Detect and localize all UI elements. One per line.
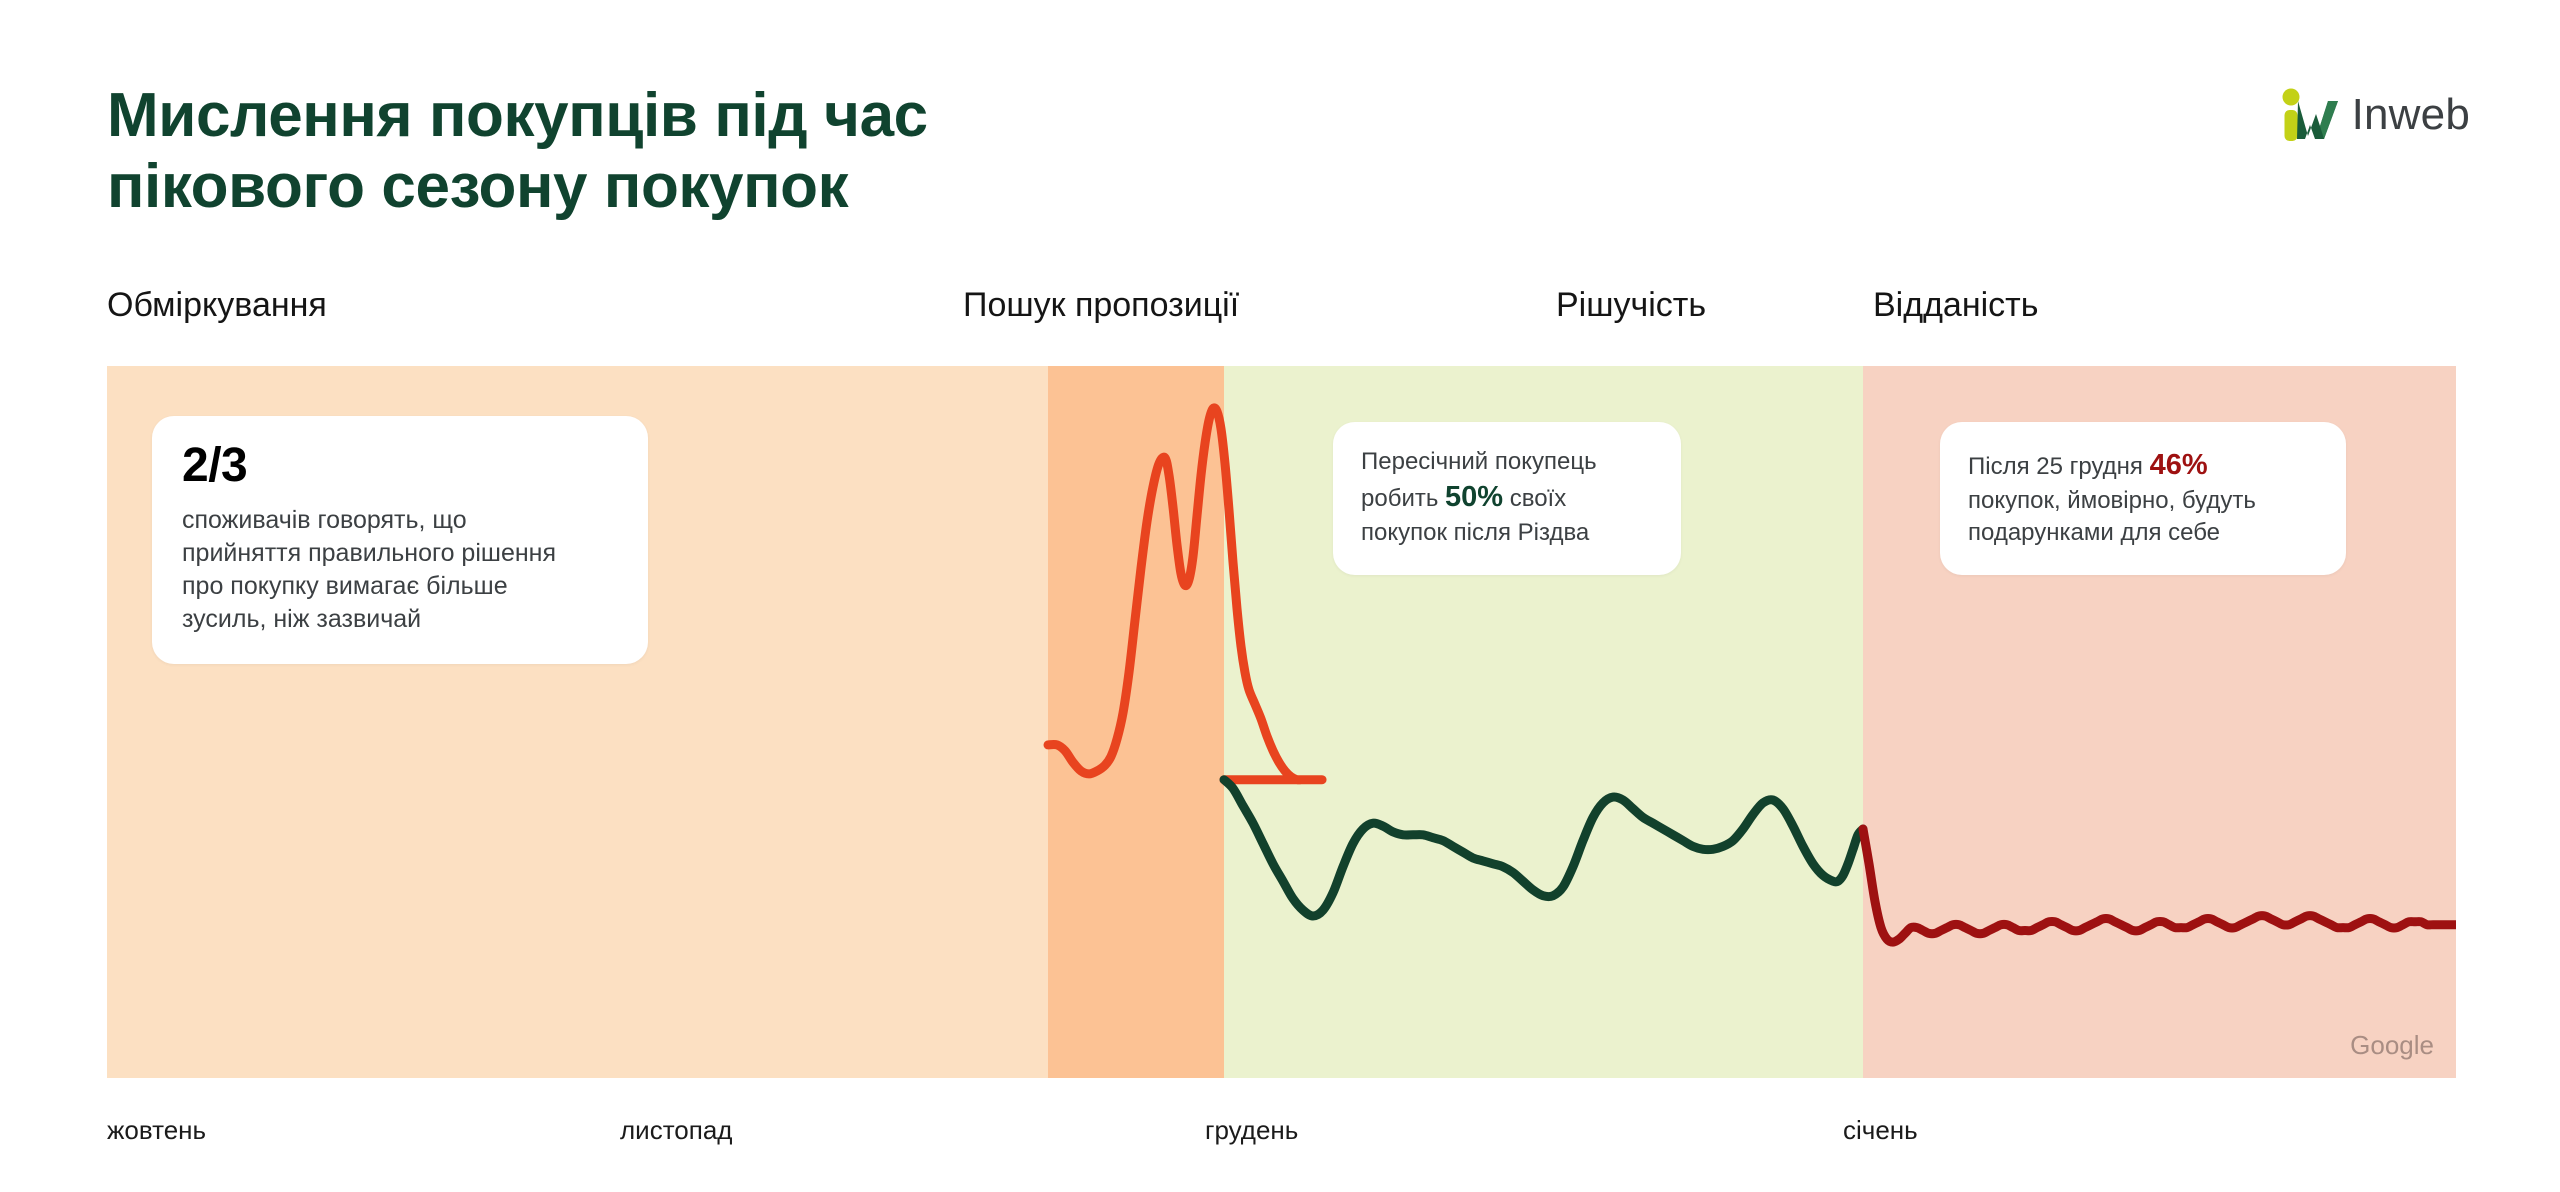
stage-label-loyalty: Відданість xyxy=(1873,286,2039,324)
stage-label-consideration: Обміркування xyxy=(107,286,327,324)
decisiveness-text: Пересічний покупець робить 50% своїх пок… xyxy=(1361,446,1655,549)
iw-logo-mark-icon xyxy=(2282,88,2338,141)
consideration-callout-card: 2/3 споживачів говорять, що прийняття пр… xyxy=(152,416,648,664)
loyalty-stat: 46% xyxy=(2149,449,2208,481)
consideration-stat: 2/3 xyxy=(182,439,248,492)
series-line xyxy=(1219,775,1868,921)
decisiveness-stat: 50% xyxy=(1445,481,1504,514)
decisiveness-text-pre: Пересічний покупець робить xyxy=(1361,448,1597,513)
decisiveness-callout-card: Пересічний покупець робить 50% своїх пок… xyxy=(1333,422,1681,576)
stage-label-decisiveness: Рішучість xyxy=(1556,286,1707,324)
brand-logo: Inweb xyxy=(2280,88,2470,142)
loyalty-text-post: покупок, ймовірно, будуть подарунками дл… xyxy=(1968,486,2256,547)
decisiveness-text-post: своїх покупок після Різдва xyxy=(1361,485,1590,547)
band-deal-seeking xyxy=(1048,366,1224,1078)
stage-label-deal-seeking: Пошук пропозиції xyxy=(963,286,1240,324)
page-title: Мислення покупців під час пікового сезон… xyxy=(107,80,928,222)
series-line xyxy=(1858,824,2456,947)
google-watermark: Google xyxy=(2350,1030,2434,1060)
series-line xyxy=(1043,403,1327,785)
loyalty-callout-card: Після 25 грудня 46% покупок, ймовірно, б… xyxy=(1940,422,2346,576)
loyalty-text-pre: Після 25 грудня xyxy=(1968,453,2150,480)
month-label-october: жовтень xyxy=(107,1115,207,1145)
series-line xyxy=(107,745,1048,928)
chart-line-svg xyxy=(107,403,2456,947)
header: Мислення покупців під час пікового сезон… xyxy=(0,0,2560,230)
month-label-december: грудень xyxy=(1205,1115,1299,1145)
month-label-january: січень xyxy=(1843,1115,1918,1145)
month-label-november: листопад xyxy=(620,1115,733,1145)
loyalty-text: Після 25 грудня 46% покупок, ймовірно, б… xyxy=(1968,446,2320,549)
consideration-text: споживачів говорять, що прийняття правил… xyxy=(182,506,556,633)
logo-wordmark: Inweb xyxy=(2351,90,2470,139)
